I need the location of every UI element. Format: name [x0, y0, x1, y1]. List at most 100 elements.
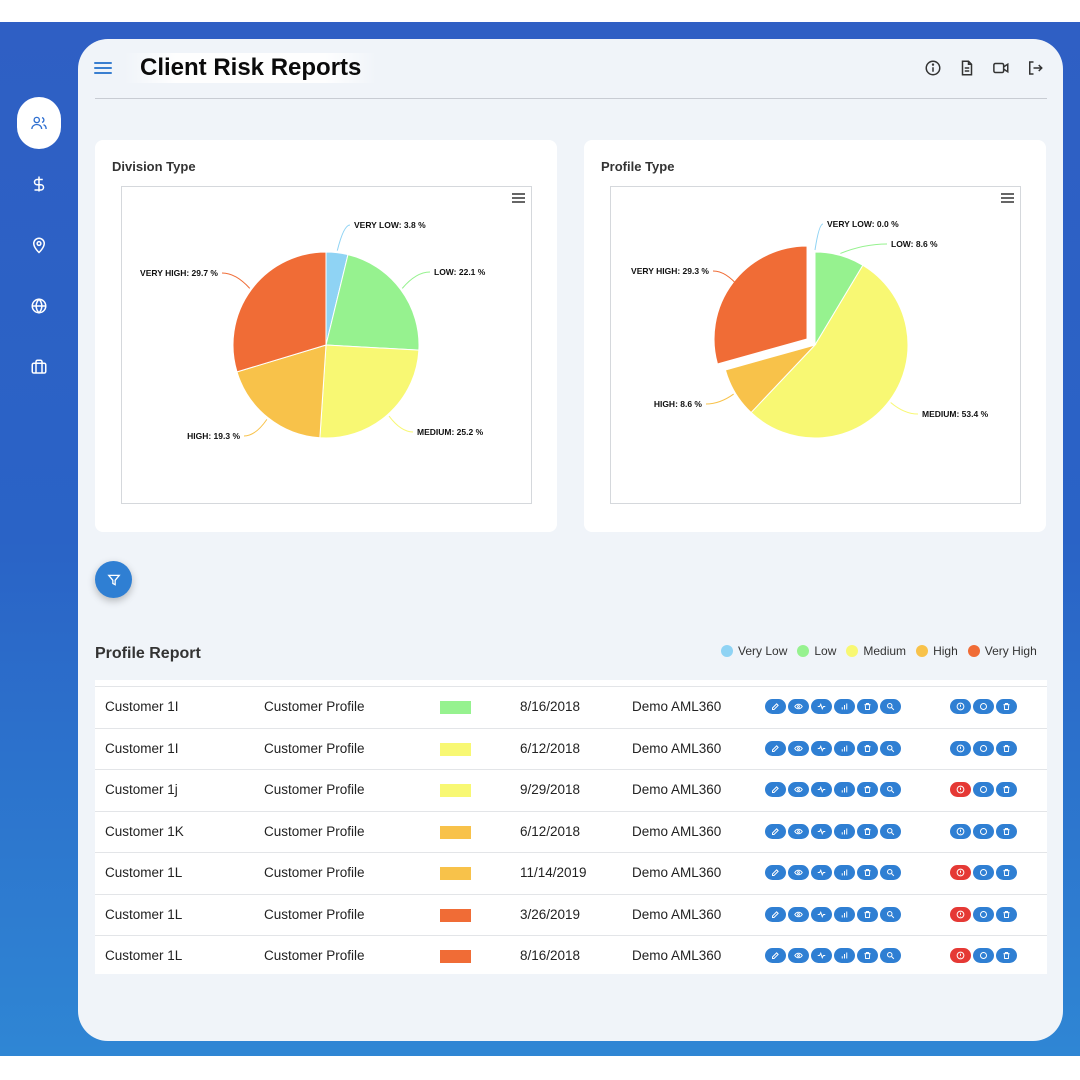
- delete-button[interactable]: [996, 906, 1017, 922]
- table-row[interactable]: Customer 1j Customer Profile 9/29/2018 Demo…: [95, 769, 1047, 810]
- activity-button[interactable]: [811, 948, 832, 963]
- report-date: 9/29/2018: [520, 782, 581, 797]
- search-button[interactable]: [880, 865, 901, 880]
- pie-slice-3[interactable]: [236, 344, 327, 439]
- delete-button[interactable]: [857, 906, 878, 922]
- search-button[interactable]: [880, 823, 901, 839]
- bar-chart-button[interactable]: [834, 782, 855, 797]
- circle-button[interactable]: [973, 782, 994, 797]
- view-button[interactable]: [788, 782, 809, 797]
- pie-connector: [705, 393, 734, 405]
- legend-item[interactable]: Low: [797, 644, 836, 658]
- document-icon[interactable]: [957, 58, 977, 78]
- alert-button[interactable]: [950, 865, 971, 880]
- delete-button[interactable]: [857, 782, 878, 797]
- edit-button[interactable]: [765, 906, 786, 922]
- view-button[interactable]: [788, 948, 809, 963]
- legend-item[interactable]: Very Low: [721, 644, 787, 658]
- activity-button[interactable]: [811, 740, 832, 756]
- circle-button[interactable]: [973, 740, 994, 756]
- delete-button[interactable]: [996, 948, 1017, 963]
- circle-button[interactable]: [973, 699, 994, 714]
- alert-button[interactable]: [950, 782, 971, 797]
- bar-chart-button[interactable]: [834, 906, 855, 922]
- delete-button[interactable]: [996, 865, 1017, 880]
- delete-button[interactable]: [996, 782, 1017, 797]
- delete-icon: [864, 703, 871, 710]
- search-button[interactable]: [880, 906, 901, 922]
- table-row[interactable]: Customer 1L Customer Profile 11/14/2019 Dem…: [95, 852, 1047, 893]
- table-row[interactable]: Customer 1K Customer Profile 6/12/2018 Demo…: [95, 810, 1047, 852]
- activity-button[interactable]: [811, 823, 832, 839]
- sidebar-item-cases[interactable]: [17, 341, 61, 393]
- view-button[interactable]: [788, 906, 809, 922]
- view-button[interactable]: [788, 740, 809, 756]
- delete-button[interactable]: [857, 699, 878, 714]
- pie-slice-1[interactable]: [325, 254, 420, 351]
- pie-slice-4[interactable]: [232, 251, 327, 373]
- circle-button[interactable]: [973, 906, 994, 922]
- filter-button[interactable]: [95, 561, 132, 598]
- delete-button[interactable]: [857, 740, 878, 756]
- delete-button[interactable]: [857, 823, 878, 839]
- hamburger-menu-icon[interactable]: [94, 59, 114, 77]
- bar-chart-button[interactable]: [834, 948, 855, 963]
- table-row[interactable]: Customer 1I Customer Profile 6/12/2018 Demo…: [95, 727, 1047, 769]
- bar-chart-button[interactable]: [834, 740, 855, 756]
- activity-button[interactable]: [811, 906, 832, 922]
- bar-chart-button[interactable]: [834, 865, 855, 880]
- pie-slice-2[interactable]: [319, 344, 420, 439]
- edit-button[interactable]: [765, 782, 786, 797]
- alert-button[interactable]: [950, 699, 971, 714]
- delete-button[interactable]: [857, 948, 878, 963]
- table-row[interactable]: Customer 1L Customer Profile 8/16/2018 Demo…: [95, 935, 1047, 976]
- view-button[interactable]: [788, 699, 809, 714]
- alert-button[interactable]: [950, 823, 971, 839]
- table-row[interactable]: Customer 1I Customer Profile 8/16/2018 Demo…: [95, 686, 1047, 727]
- delete-button[interactable]: [996, 740, 1017, 756]
- edit-button[interactable]: [765, 948, 786, 963]
- delete-icon: [1003, 744, 1010, 752]
- logout-icon[interactable]: [1025, 58, 1045, 78]
- pie-slice-2[interactable]: [750, 264, 909, 439]
- search-button[interactable]: [880, 740, 901, 756]
- legend-item[interactable]: High: [916, 644, 958, 658]
- sidebar-item-locations[interactable]: [17, 219, 61, 271]
- bar-chart-button[interactable]: [834, 823, 855, 839]
- table-row[interactable]: Customer 1L Customer Profile 3/26/2019 Demo…: [95, 893, 1047, 935]
- delete-button[interactable]: [996, 823, 1017, 839]
- sidebar-item-finance[interactable]: [17, 158, 61, 210]
- chart-menu-icon[interactable]: [1001, 193, 1015, 205]
- video-icon[interactable]: [991, 58, 1011, 78]
- activity-button[interactable]: [811, 699, 832, 714]
- pie-slice-4[interactable]: [713, 245, 808, 365]
- activity-button[interactable]: [811, 865, 832, 880]
- circle-button[interactable]: [973, 865, 994, 880]
- alert-button[interactable]: [950, 906, 971, 922]
- report-date: 8/16/2018: [520, 699, 581, 714]
- edit-button[interactable]: [765, 865, 786, 880]
- alert-button[interactable]: [950, 948, 971, 963]
- activity-button[interactable]: [811, 782, 832, 797]
- legend-item[interactable]: Very High: [967, 644, 1037, 658]
- search-button[interactable]: [880, 948, 901, 963]
- info-icon[interactable]: [923, 58, 943, 78]
- pie-slice-3[interactable]: [724, 344, 817, 414]
- sidebar-item-global[interactable]: [17, 280, 61, 332]
- circle-button[interactable]: [973, 823, 994, 839]
- circle-button[interactable]: [973, 948, 994, 963]
- edit-button[interactable]: [765, 699, 786, 714]
- view-button[interactable]: [788, 865, 809, 880]
- delete-button[interactable]: [996, 699, 1017, 714]
- search-button[interactable]: [880, 782, 901, 797]
- legend-item[interactable]: Medium: [846, 644, 906, 658]
- chart-menu-icon[interactable]: [512, 193, 526, 205]
- bar-chart-button[interactable]: [834, 699, 855, 714]
- edit-button[interactable]: [765, 823, 786, 839]
- search-button[interactable]: [880, 699, 901, 714]
- edit-button[interactable]: [765, 740, 786, 756]
- sidebar-item-clients[interactable]: [17, 97, 61, 149]
- view-button[interactable]: [788, 823, 809, 839]
- delete-button[interactable]: [857, 865, 878, 880]
- alert-button[interactable]: [950, 740, 971, 756]
